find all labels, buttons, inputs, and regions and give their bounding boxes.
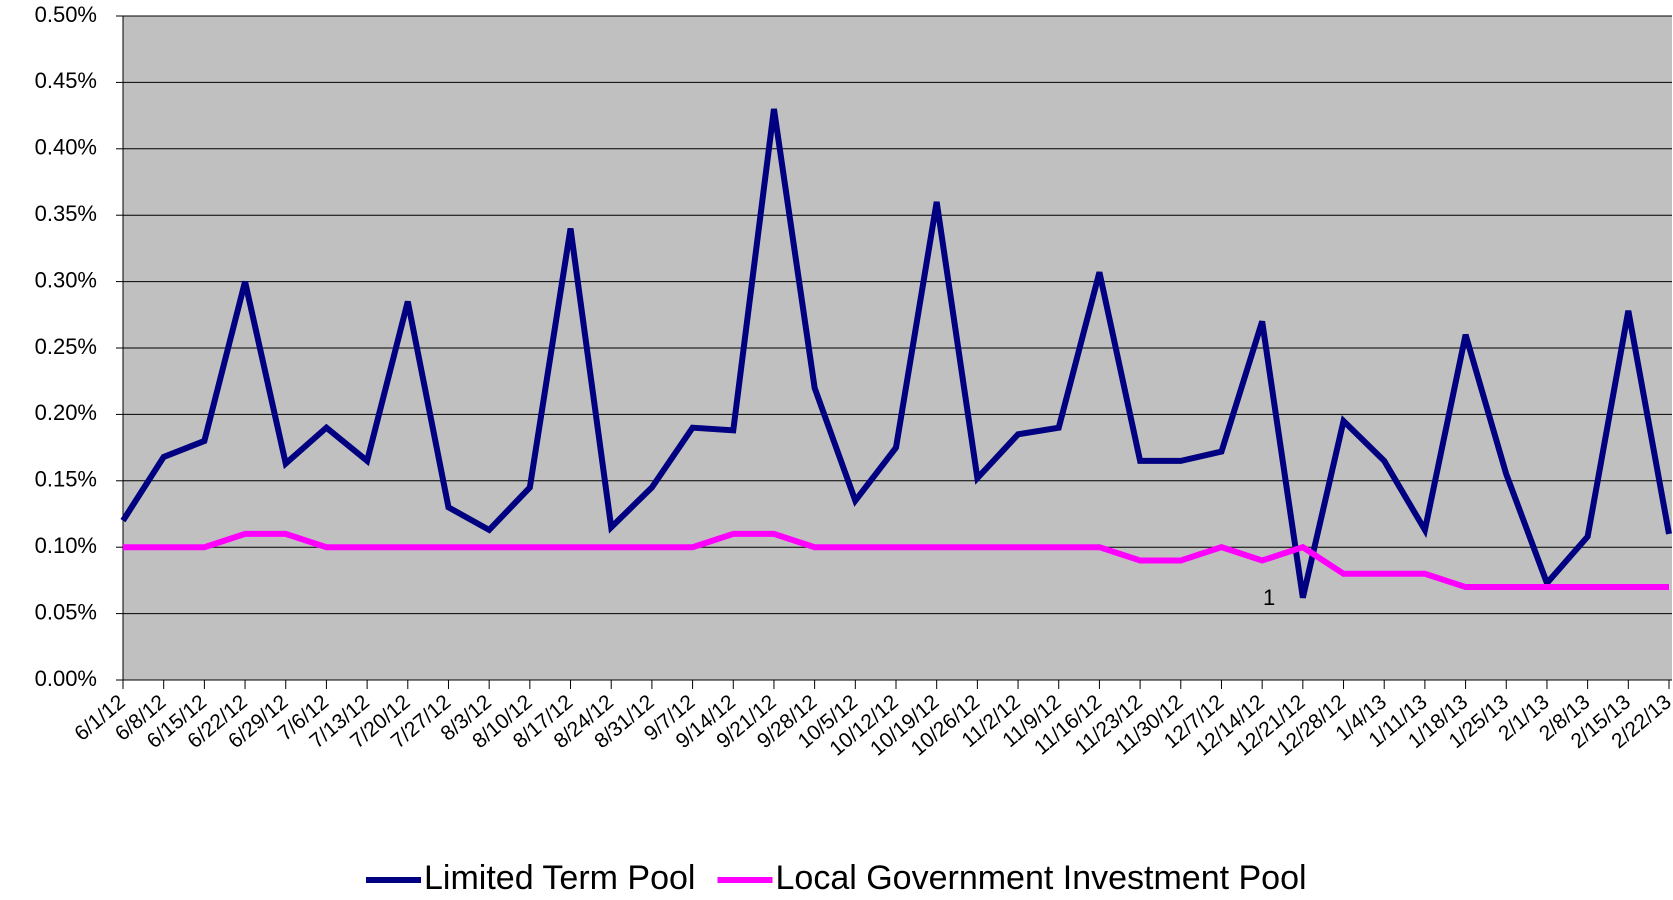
y-tick-label: 0.40%: [35, 135, 97, 160]
line-series: [120, 108, 1672, 599]
y-tick-label: 0.10%: [35, 533, 97, 558]
y-tick-label: 0.00%: [35, 666, 97, 691]
y-tick-label: 0.30%: [35, 267, 97, 292]
annotation: 1: [1263, 585, 1275, 610]
y-tick-label: 0.45%: [35, 68, 97, 93]
y-tick-label: 0.25%: [35, 334, 97, 359]
legend-label: Local Government Investment Pool: [776, 859, 1307, 897]
y-tick-label: 0.50%: [35, 2, 97, 27]
y-tick-label: 0.20%: [35, 400, 97, 425]
y-tick-label: 0.15%: [35, 467, 97, 492]
y-tick-label: 0.35%: [35, 201, 97, 226]
legend-label: Limited Term Pool: [424, 859, 696, 897]
line-series: [123, 530, 1669, 591]
y-tick-label: 0.05%: [35, 599, 97, 624]
